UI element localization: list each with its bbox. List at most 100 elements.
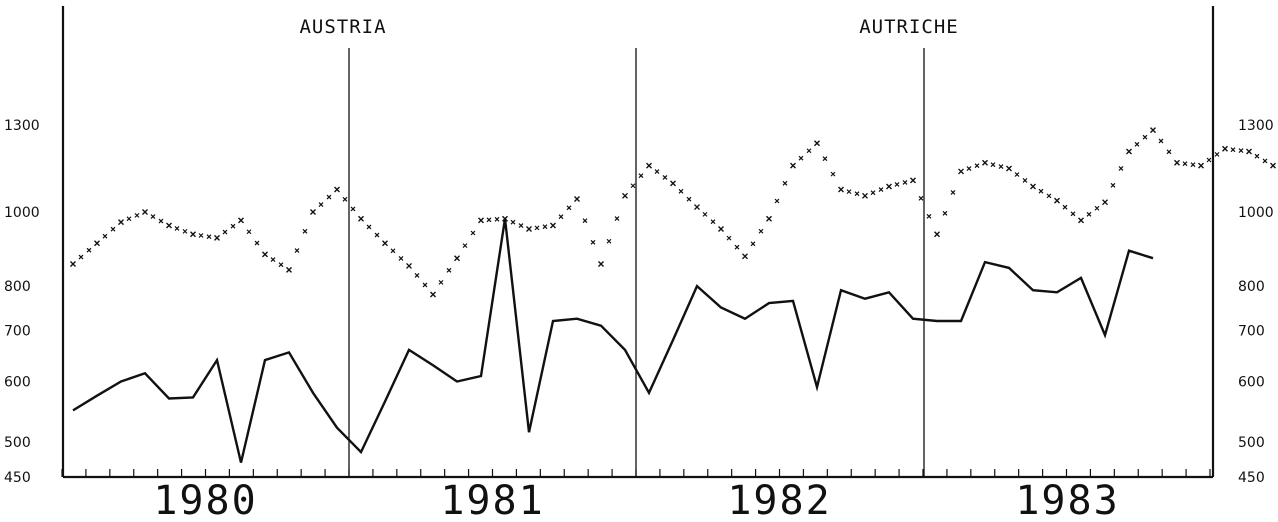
dotted-mark	[1038, 188, 1044, 194]
dotted-mark	[566, 205, 572, 211]
dotted-mark	[678, 188, 684, 194]
dotted-mark	[1118, 165, 1124, 171]
y-tick-label-right: 500	[1238, 435, 1265, 451]
dotted-point	[1198, 162, 1204, 169]
dotted-mark	[278, 262, 284, 268]
dotted-mark	[918, 195, 924, 201]
dotted-mark	[350, 206, 356, 212]
dotted-point	[1078, 217, 1084, 224]
dotted-mark	[542, 224, 548, 230]
dotted-mark	[798, 155, 804, 161]
dotted-mark	[1022, 178, 1028, 183]
dotted-point	[982, 159, 988, 166]
x-year-label-1980: 1980	[153, 478, 257, 522]
dotted-mark	[854, 191, 860, 197]
dotted-mark	[390, 248, 396, 254]
dotted-mark	[638, 173, 644, 179]
dotted-mark	[750, 241, 756, 247]
dotted-point	[1222, 145, 1228, 152]
x-year-label-1981: 1981	[440, 478, 544, 522]
dotted-mark	[902, 179, 908, 185]
dotted-point	[742, 253, 748, 260]
y-tick-label-right: 600	[1238, 375, 1265, 391]
dotted-point	[238, 217, 244, 224]
dotted-mark	[1014, 172, 1020, 177]
plot-frame	[61, 6, 1215, 479]
dotted-point	[622, 192, 628, 199]
x-ticks	[61, 469, 1211, 477]
dotted-mark	[470, 230, 476, 236]
dotted-point	[478, 217, 484, 224]
y-tick-label-left: 800	[4, 279, 31, 295]
dotted-mark	[998, 164, 1004, 170]
dotted-point	[718, 226, 724, 233]
dotted-mark	[438, 279, 444, 285]
dotted-mark	[414, 273, 420, 278]
dotted-point	[1006, 165, 1012, 172]
dotted-point	[838, 186, 844, 193]
dotted-point	[166, 222, 172, 229]
dotted-point	[550, 222, 556, 229]
dotted-mark	[830, 171, 836, 177]
dotted-point	[358, 215, 364, 222]
dotted-mark	[1062, 204, 1068, 210]
y-tick-label-left: 1300	[4, 118, 40, 134]
dotted-point	[70, 260, 76, 267]
dotted-mark	[494, 216, 500, 222]
dotted-point	[118, 219, 124, 226]
dotted-mark	[518, 223, 524, 229]
dotted-mark	[126, 216, 132, 222]
dotted-mark	[182, 228, 188, 234]
dotted-mark	[158, 218, 164, 224]
dotted-mark	[966, 166, 972, 171]
dotted-mark	[398, 255, 404, 261]
dotted-point	[1054, 197, 1060, 204]
dotted-mark	[342, 196, 348, 202]
y-tick-label-right: 1000	[1238, 205, 1274, 221]
dotted-point	[1174, 159, 1180, 166]
dotted-mark	[806, 148, 812, 154]
dotted-mark	[230, 223, 236, 229]
dotted-point	[262, 251, 268, 258]
dotted-mark	[990, 162, 996, 168]
dotted-point	[526, 226, 532, 233]
y-tick-labels-left: 450 500 600 700 800 1000 1300	[4, 118, 40, 486]
dotted-point	[910, 177, 916, 184]
dotted-mark	[950, 189, 956, 195]
solid-line	[72, 218, 1154, 463]
dotted-mark	[374, 232, 380, 238]
dotted-mark	[254, 240, 260, 246]
dotted-point	[1030, 183, 1036, 190]
dotted-mark	[1086, 211, 1092, 217]
dotted-mark	[590, 239, 596, 245]
y-tick-label-left: 500	[4, 435, 31, 451]
dotted-mark	[942, 210, 948, 216]
dotted-point	[646, 162, 652, 169]
x-year-label-1982: 1982	[727, 478, 831, 522]
dotted-mark	[894, 182, 900, 187]
dotted-mark	[878, 187, 884, 192]
dotted-point	[334, 186, 340, 193]
dotted-mark	[318, 202, 324, 207]
dotted-mark	[270, 257, 276, 262]
dotted-mark	[606, 238, 612, 244]
y-tick-label-right: 450	[1238, 470, 1265, 486]
dotted-mark	[422, 282, 428, 288]
dotted-point	[406, 262, 412, 269]
dotted-mark	[78, 254, 84, 260]
dotted-point	[430, 291, 436, 298]
dotted-point	[1126, 148, 1132, 155]
dotted-mark	[462, 243, 468, 249]
dotted-point	[214, 234, 220, 241]
dotted-mark	[446, 267, 452, 273]
dotted-mark	[366, 224, 372, 230]
dotted-mark	[734, 244, 740, 250]
dotted-mark	[710, 219, 716, 225]
dotted-mark	[486, 217, 492, 223]
dotted-mark	[870, 190, 876, 196]
dotted-mark	[654, 169, 660, 174]
dotted-mark	[1070, 211, 1076, 217]
dotted-point	[790, 162, 796, 169]
dotted-mark	[222, 229, 228, 235]
